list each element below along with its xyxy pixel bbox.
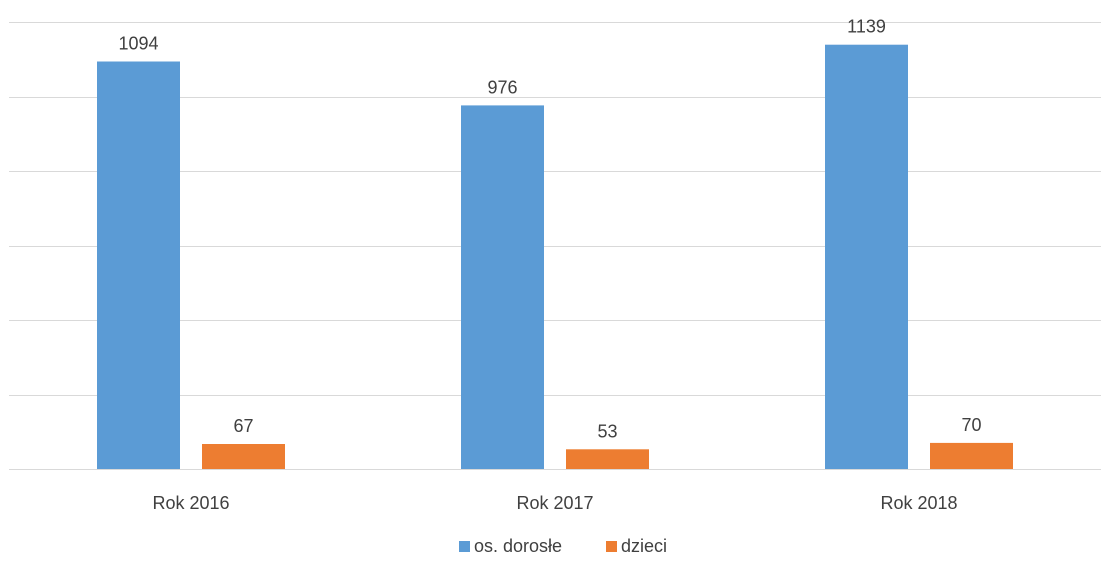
- legend: os. dorosłe dzieci: [459, 536, 667, 556]
- bar-dzieci: [566, 449, 649, 469]
- data-labels: 1094 67 976 53 1139 70: [118, 17, 981, 442]
- x-tick-label: Rok 2018: [880, 493, 957, 513]
- legend-swatch-dzieci: [606, 541, 617, 552]
- bars: [97, 44, 1013, 470]
- legend-label-dzieci: dzieci: [621, 536, 667, 556]
- bar-dzieci: [930, 442, 1013, 469]
- data-label: 976: [487, 77, 517, 97]
- x-axis-tick-labels: Rok 2016 Rok 2017 Rok 2018: [152, 493, 957, 513]
- bar-os-doros-e: [825, 44, 908, 469]
- data-label: 53: [597, 421, 617, 441]
- legend-swatch-os-dorosle: [459, 541, 470, 552]
- bar-dzieci: [202, 444, 285, 469]
- data-label: 1139: [847, 17, 886, 37]
- bar-os-doros-e: [461, 105, 544, 470]
- gridlines: [9, 22, 1101, 470]
- data-label: 67: [233, 416, 253, 436]
- data-label: 1094: [118, 34, 158, 54]
- data-label: 70: [961, 415, 981, 435]
- legend-label-os-dorosle: os. dorosłe: [474, 536, 562, 556]
- x-tick-label: Rok 2016: [152, 493, 229, 513]
- bar-os-doros-e: [97, 61, 180, 469]
- x-tick-label: Rok 2017: [516, 493, 593, 513]
